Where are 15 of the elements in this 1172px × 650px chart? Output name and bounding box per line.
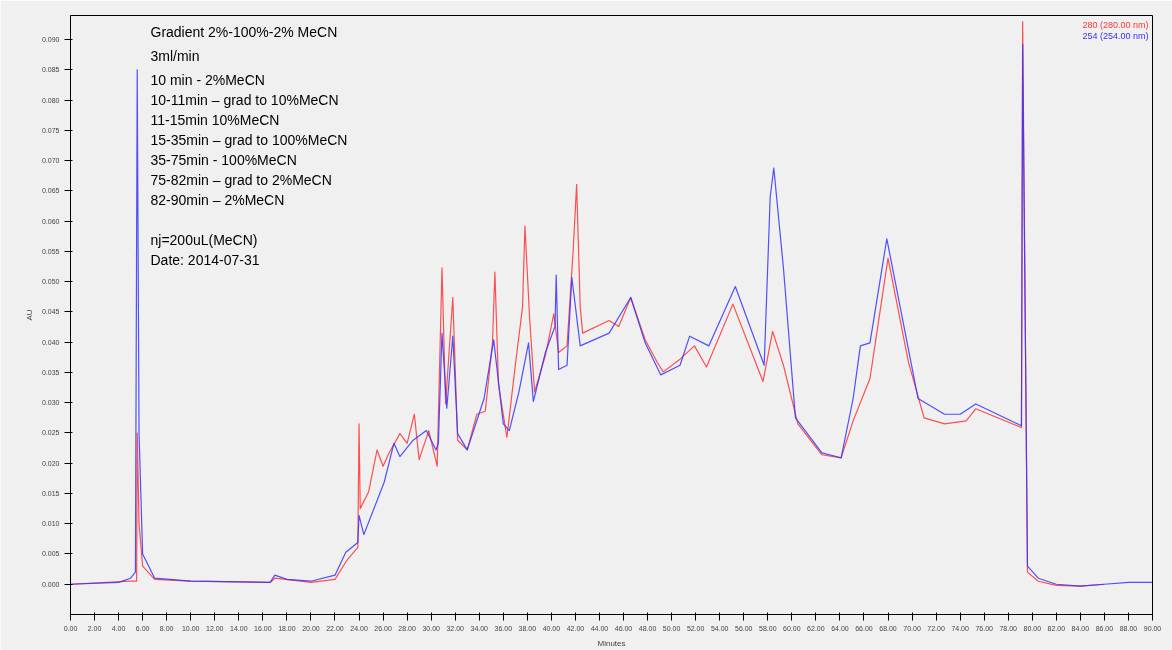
annotation: 10 min - 2%MeCN: [150, 71, 265, 88]
annotation: 10-11min – grad to 10%MeCN: [150, 91, 339, 108]
annotation: 75-82min – grad to 2%MeCN: [150, 171, 332, 188]
annotation: Gradient 2%-100%-2% MeCN: [150, 23, 338, 40]
text: 280 (280.00 nm): [1082, 19, 1149, 30]
x-axis-title: Minutes: [597, 638, 626, 648]
text: 254 (254.00 nm): [1082, 30, 1149, 41]
annotation: 15-35min – grad to 100%MeCN: [150, 131, 348, 148]
annotation: 11-15min 10%MeCN: [150, 111, 280, 128]
annotation: Date: 2014-07-31: [150, 251, 260, 268]
annotation: 82-90min – 2%MeCN: [150, 191, 285, 208]
y-axis-title: AU: [24, 309, 34, 321]
annotation: 35-75min - 100%MeCN: [150, 151, 297, 168]
annotation: nj=200uL(MeCN): [150, 231, 258, 248]
annotation: 3ml/min: [150, 47, 200, 64]
